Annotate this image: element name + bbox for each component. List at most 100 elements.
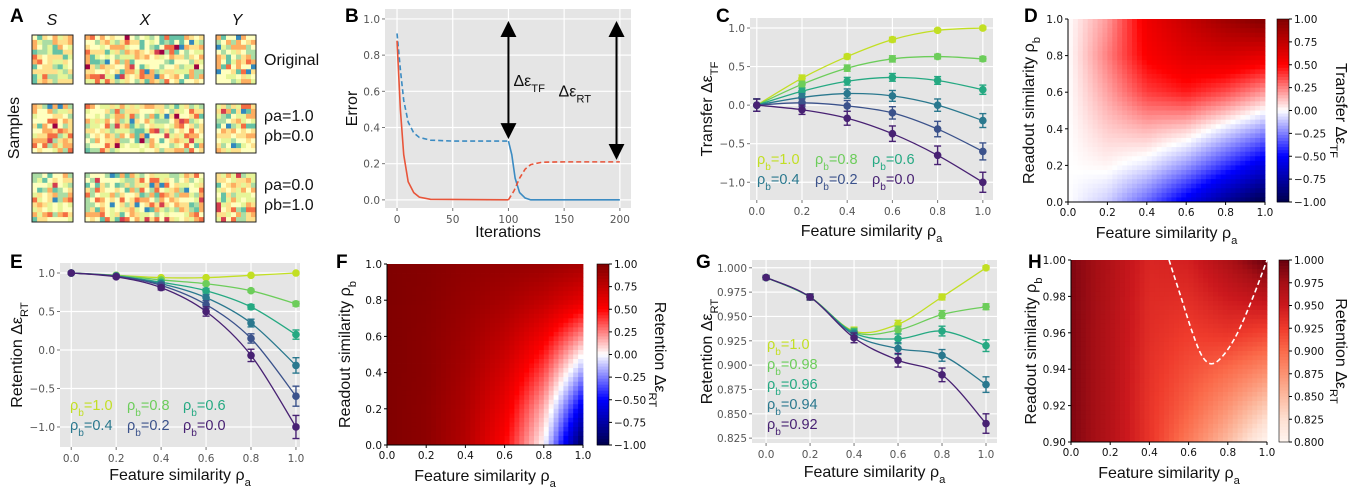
heatmap-cell <box>436 395 442 401</box>
heatmap-cell <box>529 417 535 423</box>
matrix-cell <box>134 79 140 85</box>
matrix-cell <box>164 148 170 154</box>
heatmap-cell <box>1097 115 1103 121</box>
heatmap-cell <box>1082 137 1089 143</box>
heatmap-cell <box>1230 179 1236 185</box>
matrix-cell <box>57 79 64 85</box>
matrix-cell <box>149 212 155 218</box>
heatmap-cell <box>519 345 525 351</box>
matrix-cell <box>109 54 116 60</box>
heatmap-cell <box>406 291 412 297</box>
heatmap-cell <box>396 318 403 324</box>
heatmap-cell <box>1112 46 1118 52</box>
matrix-cell <box>109 192 116 198</box>
heatmap-cell <box>534 372 540 378</box>
matrix-cell <box>179 35 185 41</box>
legend-entry-text: ρ <box>767 377 775 393</box>
heatmap-cell <box>1225 183 1231 189</box>
heatmap-cell <box>1117 165 1123 171</box>
heatmap-cell <box>1156 174 1162 180</box>
matrix-cell <box>226 74 232 80</box>
heatmap-cell <box>1082 133 1089 139</box>
heatmap-cell <box>1200 147 1207 153</box>
heatmap-cell <box>426 372 432 378</box>
heatmap-cell <box>1186 124 1192 130</box>
matrix-cell <box>159 212 165 218</box>
heatmap-cell <box>1072 19 1079 24</box>
heatmap-cell <box>1205 188 1212 194</box>
heatmap-cell <box>1210 165 1217 171</box>
heatmap-cell <box>1181 60 1187 66</box>
heatmap-cell <box>1127 60 1133 66</box>
matrix-cell <box>231 182 237 188</box>
heatmap-cell <box>494 318 501 324</box>
heatmap-cell <box>1215 101 1222 107</box>
matrix-cell <box>174 143 180 149</box>
heatmap-cell <box>465 313 471 319</box>
colorbar-segment <box>1277 198 1289 203</box>
heatmap-cell <box>514 273 520 278</box>
heatmap-cell <box>489 309 496 315</box>
heatmap-cell <box>538 322 545 328</box>
data-point <box>982 419 990 428</box>
column-label-s: S <box>47 12 58 29</box>
matrix-cell <box>251 197 257 203</box>
heatmap-cell <box>1082 87 1089 93</box>
heatmap-cell <box>1220 160 1226 166</box>
matrix-cell <box>47 128 53 134</box>
matrix-cell <box>139 133 145 139</box>
heatmap-cell <box>1260 73 1266 79</box>
heatmap-cell <box>1255 169 1261 175</box>
colorbar-segment <box>1277 64 1289 69</box>
heatmap-cell <box>1171 110 1177 116</box>
heatmap-cell <box>1151 55 1158 61</box>
heatmap-cell <box>440 286 447 292</box>
heatmap-cell <box>1260 137 1266 143</box>
matrix-cell <box>99 143 106 149</box>
heatmap-cell <box>1127 133 1133 139</box>
matrix-cell <box>109 104 116 110</box>
heatmap-cell <box>1240 92 1246 98</box>
matrix-cell <box>94 128 101 134</box>
matrix-cell <box>221 74 227 80</box>
matrix-cell <box>184 207 190 213</box>
matrix-cell <box>32 64 38 70</box>
matrix-cell <box>169 79 175 85</box>
heatmap-cell <box>1102 92 1108 98</box>
data-point <box>202 286 210 295</box>
heatmap-cell <box>1082 119 1089 125</box>
heatmap-cell <box>1077 69 1084 75</box>
matrix-cell <box>62 104 69 110</box>
matrix-cell <box>114 148 121 154</box>
heatmap-cell <box>436 435 442 441</box>
heatmap-cell <box>406 309 412 315</box>
heatmap-cell <box>396 291 403 297</box>
heatmap-cell <box>1240 69 1246 75</box>
heatmap-cell <box>1087 156 1094 162</box>
heatmap-cell <box>1068 142 1074 148</box>
heatmap-cell <box>1220 28 1226 34</box>
heatmap-cell <box>1112 51 1118 56</box>
matrix-cell <box>179 133 185 139</box>
heatmap-cell <box>1215 105 1222 111</box>
heatmap-cell <box>1146 46 1153 52</box>
heatmap-cell <box>1186 169 1192 175</box>
matrix-cell <box>216 64 222 70</box>
matrix-cell <box>159 192 165 198</box>
heatmap-cell <box>1196 179 1202 185</box>
heatmap-cell <box>421 313 427 319</box>
heatmap-cell <box>431 331 437 337</box>
heatmap-cell <box>543 363 550 369</box>
matrix-cell <box>179 173 185 179</box>
heatmap-cell <box>1220 64 1226 70</box>
matrix-cell <box>169 197 175 203</box>
heatmap-cell <box>1245 137 1251 143</box>
matrix-cell <box>99 197 106 203</box>
heatmap-cell <box>1151 119 1158 125</box>
heatmap-cell <box>1171 192 1177 198</box>
heatmap-cell <box>1225 197 1231 203</box>
heatmap-cell <box>1077 83 1084 89</box>
heatmap-cell <box>1176 128 1182 134</box>
heatmap-cell <box>494 340 501 346</box>
heatmap-cell <box>396 377 403 383</box>
